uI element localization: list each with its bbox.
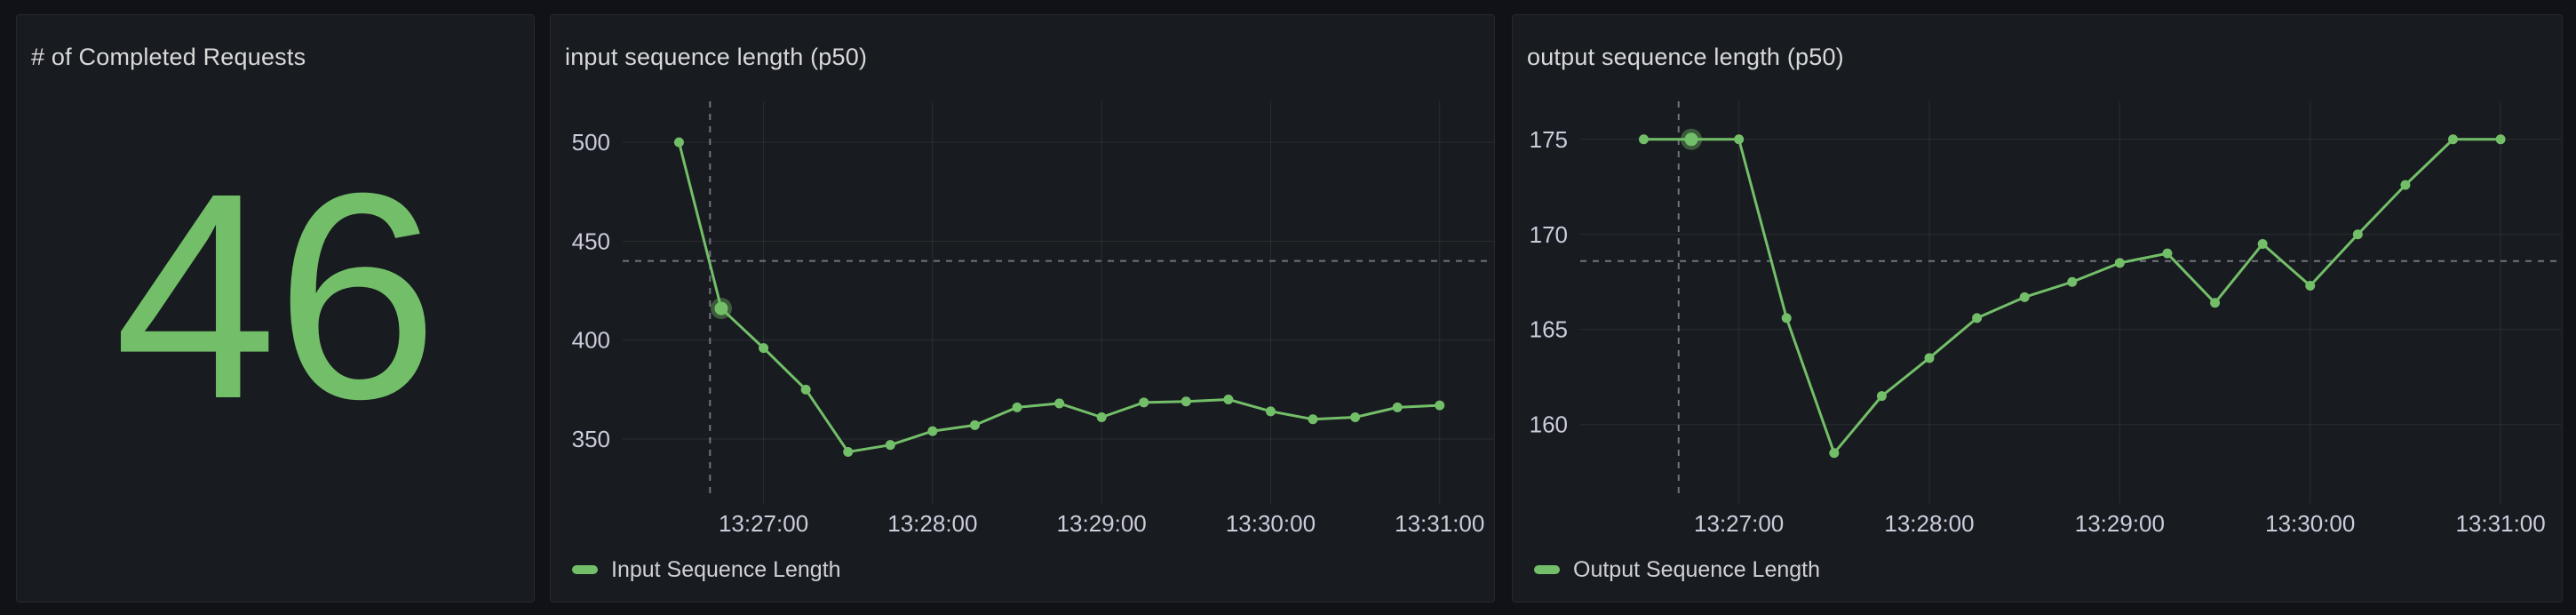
data-point: [2210, 298, 2221, 308]
data-point: [1924, 353, 1935, 363]
data-point: [1972, 313, 1983, 323]
legend-item[interactable]: Input Sequence Length: [572, 556, 841, 582]
y-tick-label: 165: [1530, 316, 1568, 343]
hovered-data-point: [714, 301, 728, 315]
data-point: [1265, 406, 1276, 417]
data-point: [2114, 258, 2125, 268]
data-point: [2495, 134, 2506, 145]
legend-label[interactable]: Input Sequence Length: [611, 556, 841, 582]
data-point: [1012, 402, 1022, 412]
y-tick-label: 175: [1530, 126, 1568, 153]
data-point: [885, 440, 895, 451]
data-point: [2305, 281, 2316, 292]
data-point: [759, 343, 769, 354]
panel-title[interactable]: input sequence length (p50): [565, 44, 868, 70]
data-point: [1054, 398, 1065, 409]
data-point: [2352, 229, 2363, 240]
x-tick-label: 13:31:00: [2456, 510, 2546, 537]
data-point: [1308, 414, 1318, 425]
data-point: [2400, 180, 2411, 190]
data-point: [969, 419, 980, 430]
chart-panel-input-seq-length: input sequence length (p50) 350 400 450 500…: [550, 14, 1495, 603]
x-tick-label: 13:28:00: [887, 510, 977, 537]
data-point: [927, 426, 938, 436]
data-point: [843, 446, 854, 457]
panel-title[interactable]: output sequence length (p50): [1527, 44, 1844, 70]
data-point: [1781, 313, 1792, 323]
chart-panel-output-seq-length: output sequence length (p50) 160 165 170 17…: [1512, 14, 2563, 603]
data-point: [2448, 134, 2459, 145]
panel-title[interactable]: # of Completed Requests: [31, 44, 306, 70]
stat-panel-completed-requests: # of Completed Requests 46: [16, 14, 535, 603]
x-tick-label: 13:31:00: [1395, 510, 1484, 537]
data-point: [1829, 448, 1840, 459]
x-tick-label: 13:29:00: [2075, 510, 2165, 537]
y-tick-label: 500: [572, 129, 610, 156]
legend-series-color-pill[interactable]: [572, 565, 598, 574]
series-line: [1642, 138, 2502, 455]
data-point: [800, 384, 811, 395]
stat-value-container: 46: [17, 15, 534, 602]
x-tick-label: 13:27:00: [719, 510, 808, 537]
x-tick-label: 13:30:00: [1226, 510, 1316, 537]
x-tick-label: 13:30:00: [2265, 510, 2355, 537]
data-point: [1223, 394, 1234, 404]
data-point: [2257, 238, 2268, 249]
hovered-data-point: [1684, 132, 1698, 147]
data-point: [1096, 412, 1107, 423]
data-point: [1435, 400, 1445, 411]
y-tick-label: 170: [1530, 221, 1568, 248]
data-point: [673, 137, 684, 148]
data-point: [1876, 391, 1887, 402]
data-point: [1392, 402, 1403, 412]
legend-series-color-pill[interactable]: [1534, 565, 1560, 574]
time-series-chart[interactable]: 160 165 170 175 13:27:00 13:28:00 13:29:00 13:3…: [1513, 15, 2564, 603]
y-tick-label: 160: [1530, 411, 1568, 438]
x-tick-label: 13:28:00: [1884, 510, 1974, 537]
data-point: [2067, 276, 2078, 287]
data-point: [1350, 412, 1361, 423]
y-tick-label: 450: [572, 228, 610, 254]
data-point: [1638, 134, 1649, 145]
data-point: [1181, 396, 1191, 407]
stat-value: 46: [114, 132, 438, 459]
x-tick-label: 13:27:00: [1694, 510, 1784, 537]
time-series-chart[interactable]: 350 400 450 500 13:27:00 13:28:00 13:29:00 13:3…: [551, 15, 1496, 603]
x-tick-label: 13:29:00: [1057, 510, 1147, 537]
data-point: [2162, 248, 2173, 259]
legend-label[interactable]: Output Sequence Length: [1573, 556, 1821, 582]
data-point: [1734, 134, 1745, 145]
data-point: [2019, 292, 2030, 302]
y-tick-label: 350: [572, 426, 610, 452]
data-point: [1139, 397, 1149, 408]
y-tick-label: 400: [572, 327, 610, 354]
legend-item[interactable]: Output Sequence Length: [1534, 556, 1821, 582]
